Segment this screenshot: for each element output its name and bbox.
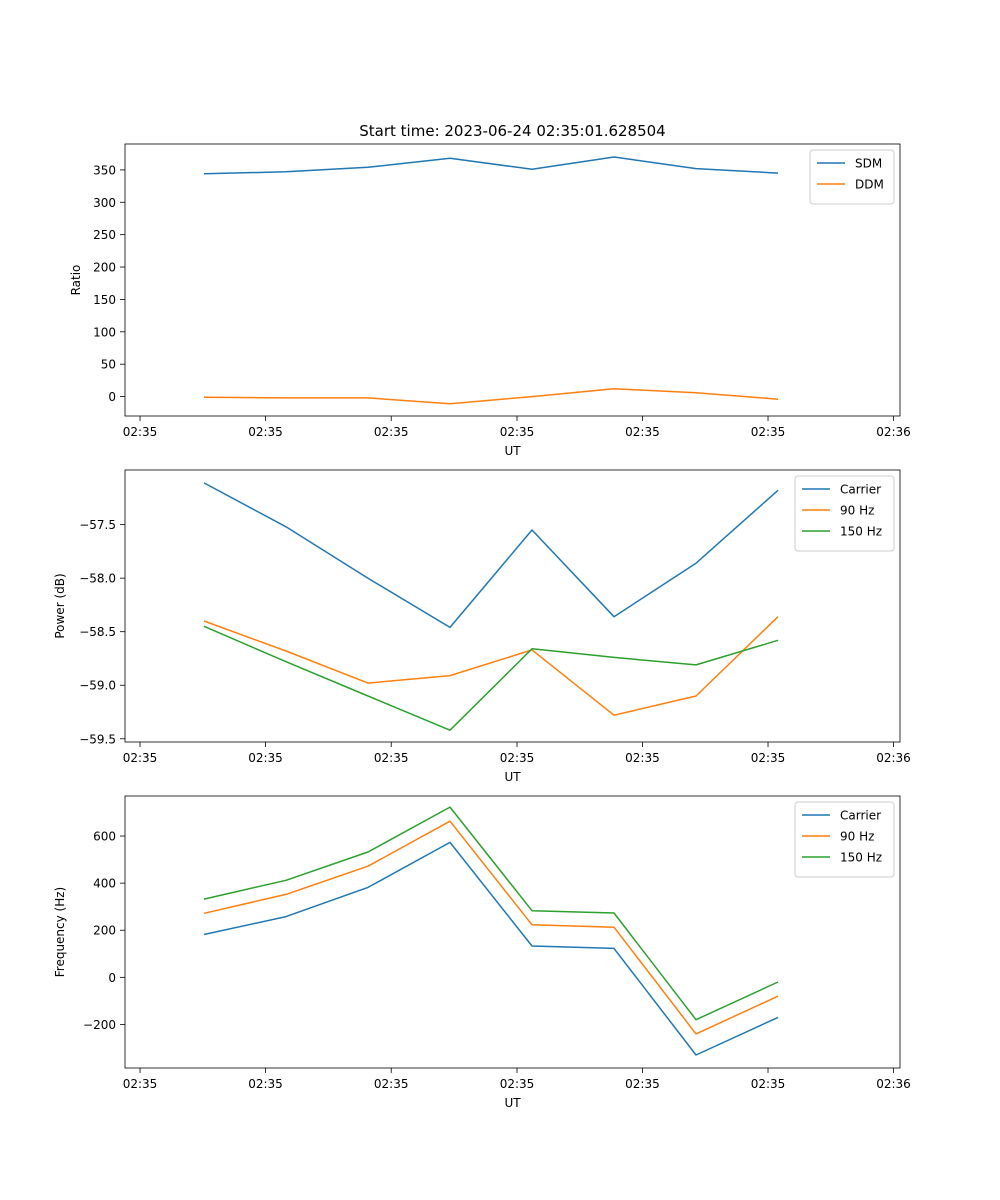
- series-line-sdm: [203, 156, 779, 175]
- x-axis-label: UT: [504, 1096, 521, 1110]
- y-tick-label: −59.5: [79, 732, 116, 746]
- legend-label: 150 Hz: [840, 851, 882, 865]
- y-tick-label: 600: [93, 830, 116, 844]
- x-tick-label: 02:35: [625, 1077, 660, 1091]
- y-axis-label: Power (dB): [53, 573, 67, 638]
- subplot-1: 02:35 02:35 02:35 02:35 02:35 02:35 02:36 UT 0 50…: [69, 143, 911, 458]
- subplots: 02:35 02:35 02:35 02:35 02:35 02:35 02:36 UT 0 50…: [53, 143, 911, 1110]
- y-tick-label: −200: [83, 1018, 116, 1032]
- x-tick-label: 02:35: [500, 425, 535, 439]
- legend: SDM DDM: [809, 149, 895, 205]
- x-tick-label: 02:35: [374, 1077, 409, 1091]
- x-tick-label: 02:35: [374, 751, 409, 765]
- legend: Carrier 90 Hz 150 Hz: [794, 801, 895, 878]
- legend-label: Carrier: [840, 809, 881, 823]
- y-tick-label: 400: [93, 877, 116, 891]
- y-tick-label: 350: [93, 163, 116, 177]
- y-axis-label: Ratio: [69, 265, 83, 296]
- x-tick-label: 02:35: [625, 425, 660, 439]
- x-tick-label: 02:35: [751, 1077, 786, 1091]
- x-tick-label: 02:35: [123, 1077, 158, 1091]
- x-tick-label: 02:36: [876, 1077, 911, 1091]
- legend-label: DDM: [855, 178, 884, 192]
- x-tick-label: 02:35: [500, 1077, 535, 1091]
- legend-label: 90 Hz: [840, 830, 874, 844]
- legend-label: 150 Hz: [840, 525, 882, 539]
- y-tick-label: 300: [93, 196, 116, 210]
- x-tick-label: 02:35: [374, 425, 409, 439]
- y-tick-label: 200: [93, 924, 116, 938]
- y-axis-label: Frequency (Hz): [53, 887, 67, 978]
- x-tick-label: 02:36: [876, 751, 911, 765]
- y-tick-label: 250: [93, 228, 116, 242]
- x-tick-label: 02:35: [248, 1077, 283, 1091]
- legend-label: Carrier: [840, 483, 881, 497]
- x-tick-label: 02:36: [876, 425, 911, 439]
- x-tick-label: 02:35: [248, 425, 283, 439]
- y-tick-label: −58.0: [79, 572, 116, 586]
- x-tick-label: 02:35: [751, 425, 786, 439]
- y-tick-label: 200: [93, 261, 116, 275]
- y-tick-label: −57.5: [79, 518, 116, 532]
- x-tick-label: 02:35: [751, 751, 786, 765]
- y-tick-label: 150: [93, 293, 116, 307]
- subplot-2: 02:35 02:35 02:35 02:35 02:35 02:35 02:36 UT −59…: [53, 469, 911, 784]
- x-axis-label: UT: [504, 444, 521, 458]
- y-tick-label: 0: [108, 971, 116, 985]
- x-tick-label: 02:35: [625, 751, 660, 765]
- series-line-ddm: [203, 388, 779, 405]
- x-tick-label: 02:35: [123, 425, 158, 439]
- series-line-150-hz: [203, 806, 779, 1021]
- y-tick-label: 50: [101, 358, 116, 372]
- series-line-90-hz: [203, 616, 779, 716]
- y-tick-label: −58.5: [79, 625, 116, 639]
- legend-label: 90 Hz: [840, 504, 874, 518]
- legend-box: [794, 475, 895, 552]
- axes-frame: [124, 469, 901, 743]
- axes-frame: [124, 143, 901, 417]
- series-line-carrier: [203, 482, 779, 629]
- subplot-3: 02:35 02:35 02:35 02:35 02:35 02:35 02:36 UT −20…: [53, 795, 911, 1110]
- legend-label: SDM: [855, 157, 882, 171]
- legend: Carrier 90 Hz 150 Hz: [794, 475, 895, 552]
- legend-box: [794, 801, 895, 878]
- series-line-150-hz: [203, 625, 779, 731]
- y-tick-label: −59.0: [79, 679, 116, 693]
- x-tick-label: 02:35: [123, 751, 158, 765]
- axes-frame: [124, 795, 901, 1069]
- chart-title: Start time: 2023-06-24 02:35:01.628504: [359, 122, 665, 140]
- y-tick-label: 100: [93, 325, 116, 339]
- x-tick-label: 02:35: [248, 751, 283, 765]
- series-line-90-hz: [203, 820, 779, 1035]
- x-axis-label: UT: [504, 770, 521, 784]
- y-tick-label: 0: [108, 390, 116, 404]
- series-line-carrier: [203, 841, 779, 1056]
- x-tick-label: 02:35: [500, 751, 535, 765]
